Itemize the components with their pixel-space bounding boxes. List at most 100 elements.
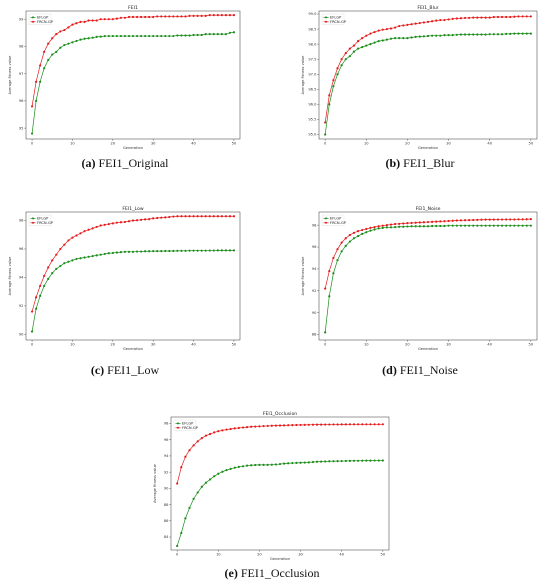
caption-c: (c) FEI1_Low <box>2 363 248 378</box>
data-point-eflgp <box>295 461 298 464</box>
x-axis-label: Generation <box>123 347 143 351</box>
data-point-eflgp <box>422 225 425 228</box>
data-point-eflgp <box>381 39 384 42</box>
data-point-eflgp <box>111 251 114 255</box>
data-point-frcn-gp <box>75 22 78 25</box>
data-point-eflgp <box>152 250 155 253</box>
data-point-eflgp <box>402 225 405 228</box>
legend-swatch-marker <box>177 422 179 425</box>
x-tick-label: 40 <box>487 142 492 146</box>
y-tick-label: 86 <box>164 519 169 523</box>
data-point-eflgp <box>336 259 339 262</box>
data-point-frcn-gp <box>176 215 179 218</box>
data-point-eflgp <box>521 32 524 35</box>
data-point-eflgp <box>332 85 335 88</box>
caption-a: (a) FEI1_Original <box>2 156 248 171</box>
legend-label: EFLGP <box>330 16 342 20</box>
caption-text-c: FEI1_Low <box>107 363 160 377</box>
data-point-frcn-gp <box>139 15 143 19</box>
data-point-eflgp <box>369 229 372 232</box>
data-point-frcn-gp <box>152 217 155 220</box>
data-point-eflgp <box>67 42 70 45</box>
data-point-frcn-gp <box>459 17 463 20</box>
data-point-frcn-gp <box>352 423 356 426</box>
legend-box <box>28 214 52 226</box>
data-point-frcn-gp <box>95 225 98 229</box>
legend-label: EFLGP <box>37 16 49 20</box>
data-point-frcn-gp <box>389 27 393 30</box>
data-point-frcn-gp <box>525 218 528 221</box>
x-tick-label: 50 <box>381 553 386 557</box>
data-point-frcn-gp <box>484 218 487 221</box>
data-point-frcn-gp <box>414 22 417 25</box>
data-point-eflgp <box>373 459 376 462</box>
data-point-eflgp <box>385 226 388 229</box>
data-point-eflgp <box>328 460 331 463</box>
data-point-eflgp <box>71 41 74 44</box>
data-point-eflgp <box>115 251 118 254</box>
data-point-eflgp <box>435 34 438 37</box>
data-point-frcn-gp <box>39 284 42 288</box>
data-point-eflgp <box>55 267 58 270</box>
x-tick-label: 20 <box>257 553 262 557</box>
series-line-frcn-gp <box>31 14 234 107</box>
data-point-frcn-gp <box>352 44 356 47</box>
x-tick-label: 20 <box>405 142 410 146</box>
legend-label: EFLGP <box>330 217 342 221</box>
data-point-frcn-gp <box>521 218 524 221</box>
data-point-frcn-gp <box>224 215 227 218</box>
data-point-eflgp <box>237 465 240 468</box>
data-point-eflgp <box>180 34 183 37</box>
data-point-eflgp <box>217 472 220 475</box>
data-point-eflgp <box>83 37 86 40</box>
data-point-eflgp <box>87 255 90 258</box>
data-point-frcn-gp <box>139 218 143 221</box>
caption-text-e: FEI1_Occlusion <box>240 566 320 580</box>
data-point-frcn-gp <box>468 16 471 20</box>
data-point-frcn-gp <box>509 15 512 19</box>
series-line-frcn-gp <box>176 423 383 484</box>
data-point-eflgp <box>472 33 475 36</box>
data-point-eflgp <box>262 463 265 466</box>
legend-label: FRCN-GP <box>330 221 347 225</box>
y-tick-label: 98.0 <box>308 42 317 46</box>
data-point-frcn-gp <box>505 15 508 19</box>
data-point-eflgp <box>250 464 253 467</box>
data-point-eflgp <box>200 33 203 37</box>
data-point-frcn-gp <box>328 423 331 426</box>
x-axis-label: Generation <box>418 146 438 150</box>
data-point-eflgp <box>200 485 203 488</box>
data-point-frcn-gp <box>484 16 487 19</box>
data-point-frcn-gp <box>447 18 450 21</box>
data-point-eflgp <box>39 294 42 298</box>
data-point-frcn-gp <box>291 424 294 427</box>
data-point-eflgp <box>67 260 70 263</box>
data-point-eflgp <box>228 31 232 34</box>
data-point-eflgp <box>254 463 257 467</box>
data-point-frcn-gp <box>336 67 339 70</box>
data-point-frcn-gp <box>340 241 343 244</box>
x-axis-label: Generation <box>418 347 438 351</box>
data-point-frcn-gp <box>283 424 286 427</box>
data-point-eflgp <box>344 459 347 463</box>
data-point-eflgp <box>385 38 388 41</box>
legend-box <box>321 214 345 226</box>
data-point-frcn-gp <box>180 215 183 218</box>
data-point-frcn-gp <box>525 15 528 18</box>
data-point-frcn-gp <box>233 427 236 430</box>
data-point-frcn-gp <box>324 423 327 426</box>
data-point-frcn-gp <box>200 215 203 218</box>
data-point-frcn-gp <box>393 26 397 29</box>
data-point-frcn-gp <box>307 423 310 426</box>
data-point-eflgp <box>115 34 118 38</box>
data-point-eflgp <box>184 249 187 252</box>
data-point-eflgp <box>468 224 471 227</box>
x-tick-label: 10 <box>216 553 221 557</box>
data-point-eflgp <box>529 224 532 227</box>
data-point-frcn-gp <box>208 215 211 218</box>
data-point-eflgp <box>361 232 364 235</box>
data-point-frcn-gp <box>111 222 114 225</box>
data-point-eflgp <box>152 34 155 38</box>
data-point-frcn-gp <box>377 423 380 426</box>
y-tick-label: 98 <box>19 219 24 223</box>
